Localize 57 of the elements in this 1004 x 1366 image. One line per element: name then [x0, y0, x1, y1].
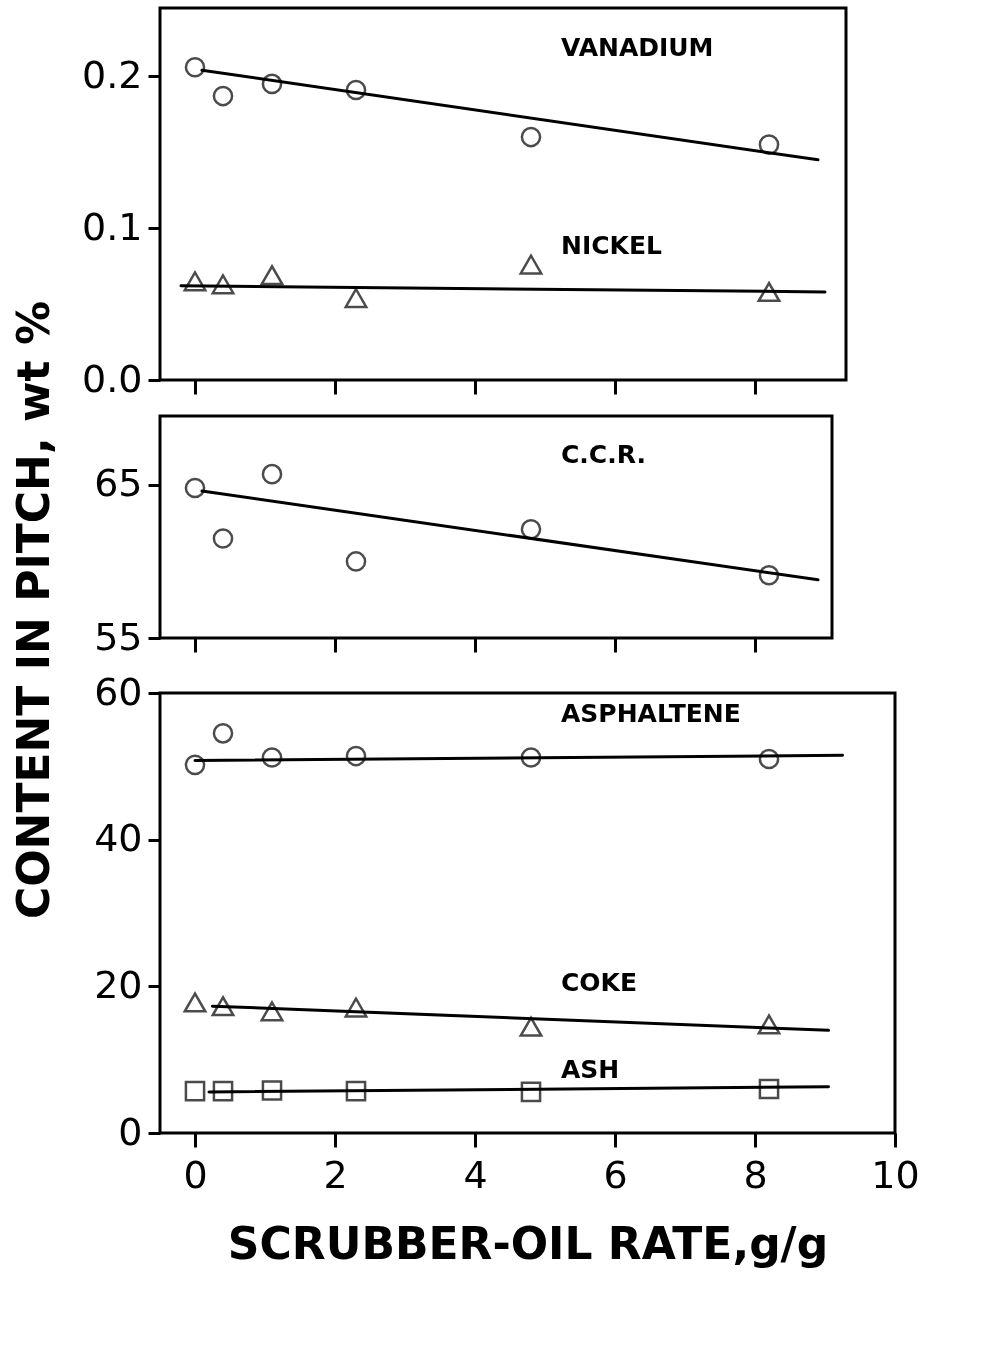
y-axis-title: CONTENT IN PITCH, wt %	[7, 300, 58, 920]
point	[260, 1001, 284, 1022]
text: VANADIUM	[561, 33, 714, 63]
point	[261, 747, 283, 768]
point	[211, 996, 235, 1017]
point	[184, 754, 206, 776]
point	[520, 747, 542, 768]
point	[520, 1081, 542, 1103]
series-label: COKE	[561, 968, 638, 998]
point	[261, 463, 283, 485]
x-axis-title: SCRUBBER-OIL RATE,g/g	[227, 1217, 829, 1269]
point	[184, 1080, 206, 1102]
point	[212, 1080, 234, 1102]
point	[183, 992, 207, 1013]
point	[212, 723, 234, 744]
y-tick-label: 55	[94, 614, 143, 659]
text: C.C.R.	[561, 440, 646, 470]
point	[345, 745, 367, 767]
point	[344, 287, 368, 309]
y-tick-label: 40	[94, 816, 143, 861]
point	[212, 528, 234, 549]
point	[519, 254, 543, 275]
y-tick-label: 65	[94, 461, 143, 506]
point	[212, 85, 234, 107]
series-label: ASH	[561, 1055, 620, 1084]
y-tick-label: 0.0	[82, 356, 143, 401]
x-tick-label: 4	[463, 1152, 488, 1197]
point	[758, 564, 780, 586]
point	[520, 518, 542, 540]
y-tick-label: 0	[118, 1109, 143, 1154]
y-tick-label: 0.1	[82, 204, 143, 249]
point	[519, 1016, 543, 1037]
x-tick-label: 2	[323, 1152, 348, 1197]
point	[757, 1014, 781, 1035]
point	[758, 134, 780, 155]
point	[344, 997, 368, 1018]
point	[211, 274, 235, 295]
point	[345, 79, 367, 101]
x-tick-label: 8	[743, 1152, 768, 1197]
point	[260, 265, 284, 286]
x-tick-label: 10	[871, 1152, 920, 1197]
x-tick-label: 0	[183, 1152, 208, 1197]
point	[758, 748, 780, 770]
series-label: ASPHALTENE	[561, 699, 741, 729]
x-tick-label: 6	[603, 1152, 628, 1197]
point	[757, 281, 781, 303]
y-tick-label: 20	[94, 962, 143, 1007]
point	[758, 1078, 780, 1100]
y-tick-label: 60	[94, 669, 143, 714]
point	[345, 551, 367, 572]
series-label: NICKEL	[561, 230, 663, 260]
point	[183, 271, 207, 292]
point	[261, 1080, 283, 1101]
point	[520, 126, 542, 148]
y-tick-label: 0.2	[82, 52, 143, 97]
point	[345, 1080, 367, 1102]
point	[261, 73, 283, 95]
